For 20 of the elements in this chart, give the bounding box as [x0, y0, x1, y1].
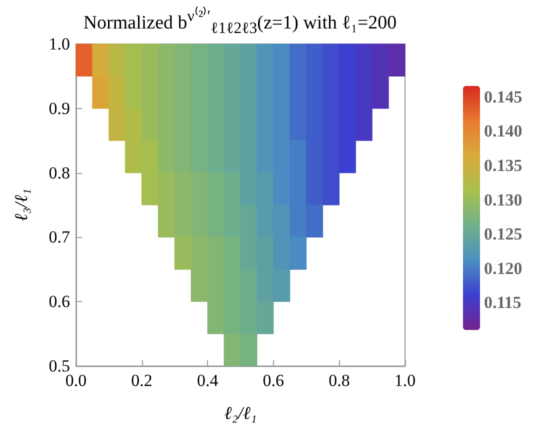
- chart-title: Normalized b$^{ν⁽²⁾′}$$_{ℓ1ℓ2ℓ3}$(z=1) with ℓ₁=200: [83, 8, 397, 38]
- x-tick-label: 0.4: [196, 371, 219, 390]
- color-bar-label: 0.125: [484, 224, 522, 244]
- x-tick-label: 0.8: [328, 371, 350, 390]
- y-axis-title: ℓ₃/ℓ₁: [11, 188, 31, 222]
- color-bar-label: 0.140: [484, 122, 522, 141]
- color-bar-label: 0.145: [484, 87, 522, 106]
- x-tick-label: 1.0: [394, 371, 416, 390]
- y-tick-label: 0.6: [48, 292, 70, 312]
- y-tick-label: 0.8: [48, 163, 70, 182]
- color-bar-label: 0.135: [484, 156, 522, 176]
- color-bar-label: 0.120: [484, 258, 522, 278]
- x-tick-label: 0.2: [131, 371, 152, 390]
- x-axis-title: ℓ₂/ℓ₁: [224, 403, 257, 423]
- color-bar-label: 0.115: [484, 293, 522, 312]
- x-tick-label: 0.6: [262, 371, 284, 390]
- color-bar-label: 0.130: [484, 190, 522, 210]
- y-tick-label: 0.9: [48, 98, 70, 118]
- y-tick-label: 0.7: [48, 228, 70, 247]
- y-tick-label: 1.0: [48, 34, 70, 54]
